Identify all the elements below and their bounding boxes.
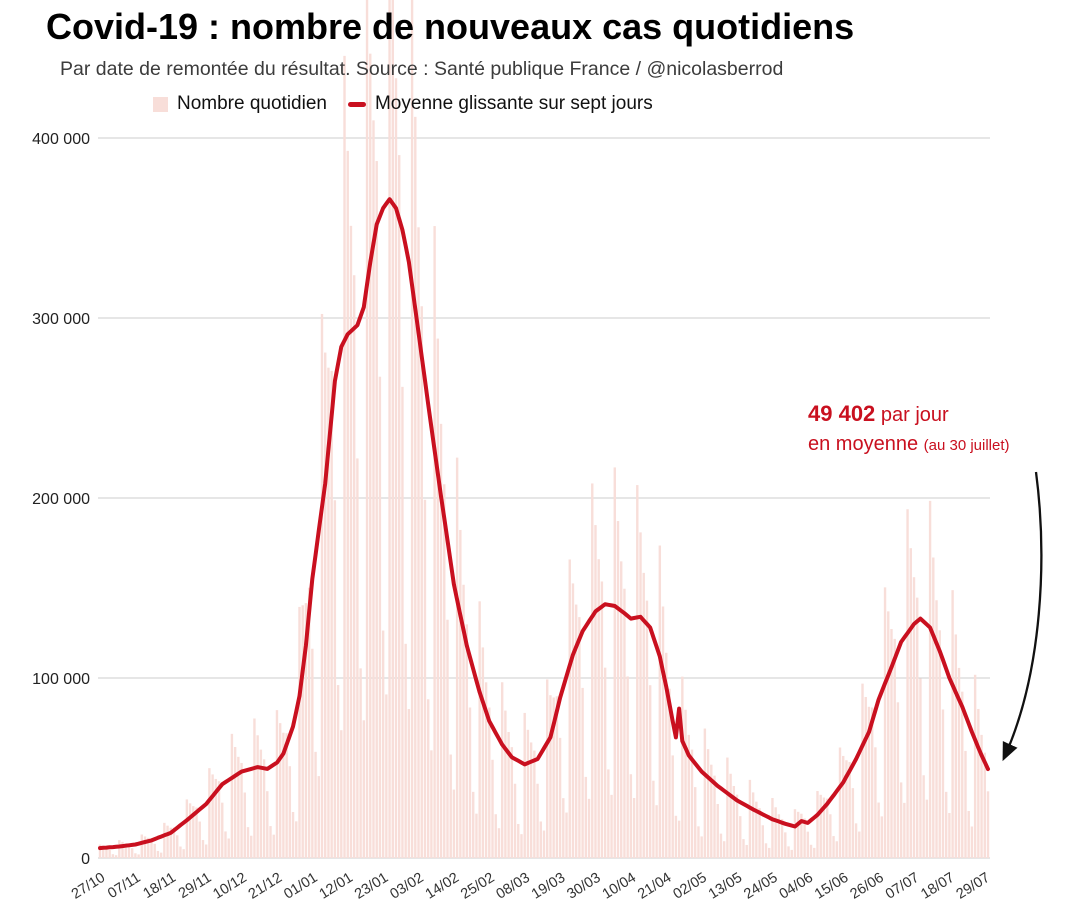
svg-text:07/11: 07/11 (105, 870, 143, 902)
svg-text:27/10: 27/10 (69, 870, 108, 903)
svg-text:19/03: 19/03 (529, 870, 568, 903)
svg-text:300 000: 300 000 (32, 311, 90, 328)
chart-subtitle: Par date de remontée du résultat. Source… (60, 58, 784, 80)
svg-text:23/01: 23/01 (352, 870, 391, 903)
svg-text:29/07: 29/07 (954, 870, 993, 903)
svg-text:21/12: 21/12 (246, 870, 285, 903)
svg-text:10/12: 10/12 (210, 870, 249, 903)
svg-text:400 000: 400 000 (32, 131, 90, 148)
annotation-line1-rest: par jour (875, 404, 949, 426)
svg-text:03/02: 03/02 (387, 870, 426, 903)
chart-legend: Nombre quotidien Moyenne glissante sur s… (153, 93, 653, 115)
svg-text:26/06: 26/06 (847, 870, 886, 903)
annotation-line2-small: (au 30 juillet) (923, 437, 1010, 454)
svg-text:15/06: 15/06 (812, 870, 851, 903)
annotation-line2-text: en moyenne (808, 433, 924, 455)
legend-line-label: Moyenne glissante sur sept jours (374, 93, 653, 114)
chart-title: Covid-19 : nombre de nouveaux cas quotid… (46, 6, 855, 47)
svg-text:25/02: 25/02 (458, 870, 497, 903)
svg-text:0: 0 (81, 851, 90, 868)
svg-text:01/01: 01/01 (281, 870, 320, 903)
svg-text:24/05: 24/05 (741, 870, 780, 903)
svg-text:10/04: 10/04 (600, 870, 639, 903)
svg-text:18/07: 18/07 (918, 870, 957, 903)
svg-text:12/01: 12/01 (317, 870, 356, 903)
annotation-line1: 49 402 par jour (808, 398, 1010, 430)
svg-text:13/05: 13/05 (706, 870, 745, 903)
svg-text:29/11: 29/11 (176, 870, 214, 902)
legend-bar-swatch-icon (153, 96, 168, 112)
svg-text:18/11: 18/11 (141, 870, 179, 902)
svg-text:02/05: 02/05 (671, 870, 710, 903)
svg-text:14/02: 14/02 (423, 870, 462, 903)
legend-line-swatch-icon (347, 101, 366, 107)
svg-text:100 000: 100 000 (32, 671, 90, 688)
svg-text:08/03: 08/03 (494, 870, 533, 903)
svg-text:07/07: 07/07 (883, 870, 922, 903)
annotation-line2: en moyenne (au 30 juillet) (808, 430, 1010, 459)
legend-bar-label: Nombre quotidien (177, 93, 327, 114)
svg-text:21/04: 21/04 (635, 870, 674, 903)
chart-annotation: 49 402 par jour en moyenne (au 30 juille… (808, 398, 1010, 459)
annotation-value: 49 402 (808, 401, 876, 426)
svg-text:04/06: 04/06 (777, 870, 816, 903)
svg-text:30/03: 30/03 (564, 870, 603, 903)
svg-text:200 000: 200 000 (32, 491, 90, 508)
